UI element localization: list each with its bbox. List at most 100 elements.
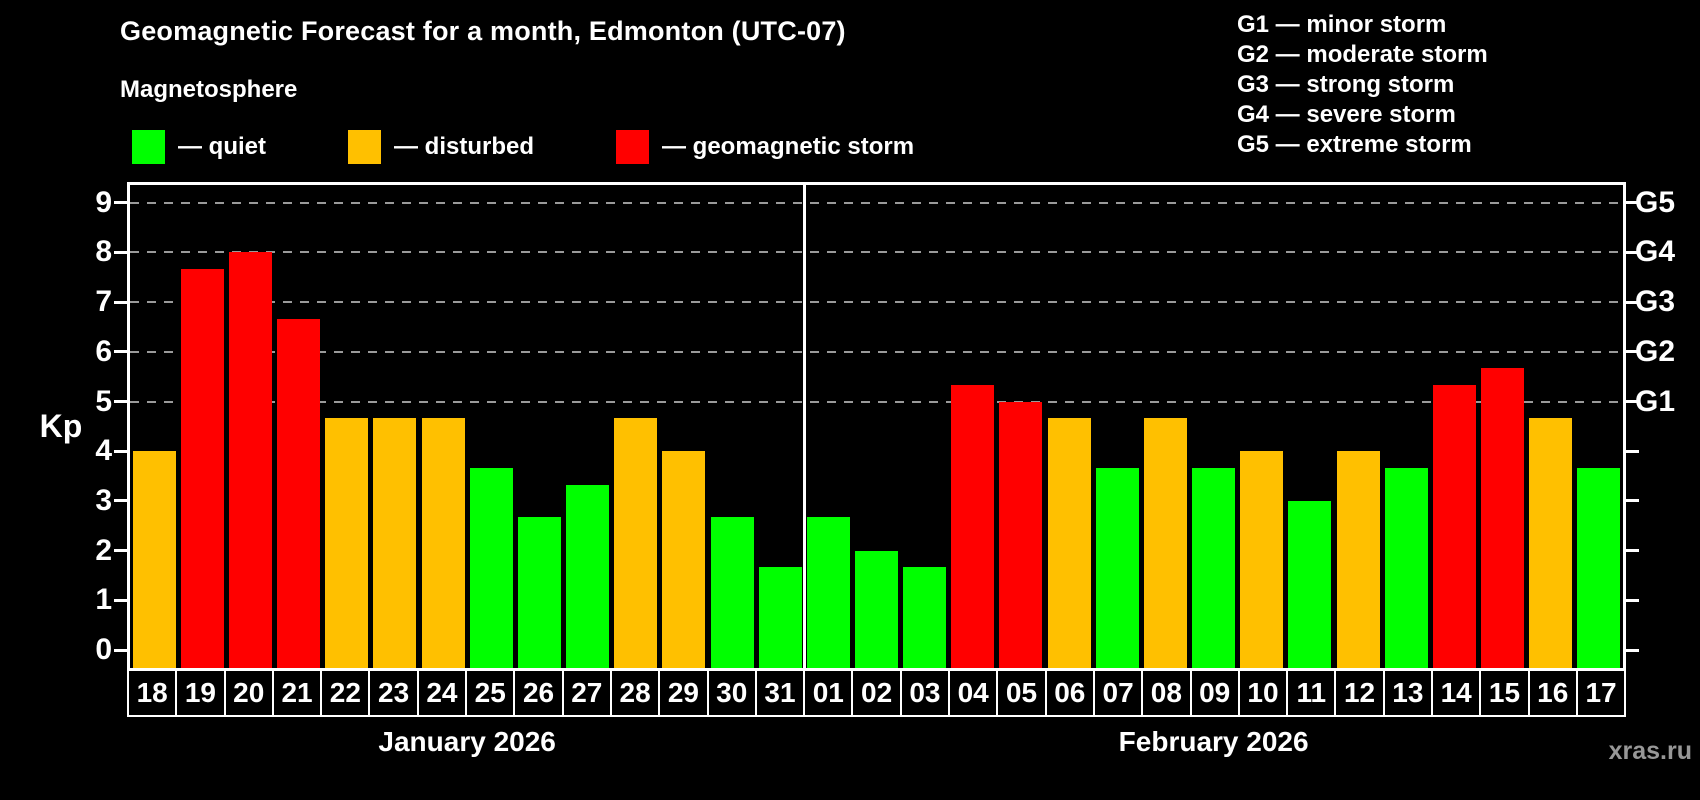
day-label-cell: 07 <box>1092 669 1144 717</box>
kp-bar-22 <box>325 417 369 668</box>
y-axis-tick <box>114 549 127 553</box>
day-label-cell: 01 <box>803 669 854 717</box>
day-label-cell: 16 <box>1527 669 1578 717</box>
day-label-cell: 26 <box>513 669 564 717</box>
y-axis-tick <box>114 350 127 354</box>
g-axis-tick <box>1626 201 1639 205</box>
kp-bar-05 <box>999 401 1043 668</box>
kp-bar-30 <box>710 517 754 668</box>
day-label-cell: 11 <box>1286 669 1337 717</box>
y-axis-label: 1 <box>95 583 112 617</box>
month-label: January 2026 <box>378 726 556 757</box>
kp-bar-29 <box>662 451 706 668</box>
gridline-kp5 <box>130 400 1623 403</box>
day-label-cell: 08 <box>1141 669 1192 717</box>
kp-bar-07 <box>1095 467 1139 668</box>
g-axis-tick <box>1626 648 1639 652</box>
y-axis-label: 8 <box>95 235 112 269</box>
g-axis-tick <box>1626 250 1639 254</box>
kp-bar-13 <box>1384 467 1428 668</box>
kp-bar-24 <box>421 417 465 668</box>
y-axis-label: 0 <box>95 633 112 666</box>
y-axis-label: 7 <box>95 285 112 319</box>
day-label-cell: 24 <box>416 669 468 717</box>
kp-bar-01 <box>806 517 850 668</box>
kp-bar-14 <box>1432 385 1476 668</box>
kp-bar-02 <box>855 550 898 668</box>
day-label-cell: 18 <box>127 669 178 717</box>
g-scale-legend: G1 — minor storm G2 — moderate storm G3 … <box>1237 10 1488 160</box>
day-label-cell: 03 <box>899 669 951 717</box>
month-separator <box>802 185 806 668</box>
y-axis-tick <box>114 598 127 602</box>
legend-label-disturbed: — disturbed <box>394 133 535 160</box>
kp-bar-21 <box>277 318 321 668</box>
gridline-kp7 <box>130 301 1623 304</box>
storm-color-swatch <box>616 130 649 164</box>
gridline-kp6 <box>130 350 1623 353</box>
kp-bar-18 <box>132 451 176 668</box>
g-axis-label-g3: G3 <box>1635 285 1676 319</box>
kp-bar-26 <box>517 517 561 668</box>
gridline-kp9 <box>130 201 1623 204</box>
day-label-cell: 17 <box>1575 669 1627 717</box>
kp-bar-12 <box>1336 451 1380 668</box>
y-axis-tick <box>114 449 127 453</box>
day-label-cell: 04 <box>948 669 999 717</box>
day-label-cell: 02 <box>851 669 902 717</box>
day-label-cell: 28 <box>609 669 661 717</box>
watermark: xras.ru <box>1608 737 1692 765</box>
day-label-cell: 05 <box>996 669 1047 717</box>
day-label-cell: 15 <box>1479 669 1530 717</box>
kp-bar-16 <box>1529 417 1573 668</box>
g5-legend-line: G5 — extreme storm <box>1237 131 1472 158</box>
kp-bar-17 <box>1577 467 1621 668</box>
month-label: February 2026 <box>1118 726 1309 757</box>
g-axis-tick <box>1626 449 1639 453</box>
kp-bar-25 <box>469 467 513 668</box>
day-label-cell: 21 <box>271 669 323 717</box>
day-label-cell: 25 <box>465 669 516 717</box>
g-axis-label-g1: G1 <box>1635 384 1676 418</box>
day-label-cell: 31 <box>754 669 806 717</box>
day-label-cell: 06 <box>1044 669 1095 717</box>
kp-bar-28 <box>614 417 658 668</box>
kp-bar-06 <box>1047 417 1091 668</box>
legend-label-storm: — geomagnetic storm <box>662 133 915 160</box>
g-axis-tick <box>1626 549 1639 553</box>
legend-item-quiet: — quiet <box>132 130 266 164</box>
y-axis-title: Kp <box>39 408 83 444</box>
day-label-cell: 10 <box>1237 669 1289 717</box>
magnetosphere-label: Magnetosphere <box>120 76 298 103</box>
kp-bar-11 <box>1288 500 1332 668</box>
kp-bar-23 <box>373 417 417 668</box>
g-axis-tick <box>1626 598 1639 602</box>
kp-bar-20 <box>228 252 272 668</box>
kp-bar-08 <box>1143 417 1187 668</box>
day-label-cell: 09 <box>1189 669 1240 717</box>
gridline-kp8 <box>130 251 1623 254</box>
day-label-cell: 27 <box>561 669 612 717</box>
g-axis-label-g2: G2 <box>1635 334 1676 368</box>
quiet-color-swatch <box>132 130 165 164</box>
legend-item-storm: — geomagnetic storm <box>616 130 914 164</box>
y-axis-tick <box>114 300 127 304</box>
day-label-cell: 30 <box>706 669 757 717</box>
g-axis-label-g4: G4 <box>1635 235 1676 269</box>
kp-bar-19 <box>180 268 224 668</box>
day-label-cell: 19 <box>175 669 226 717</box>
day-label-cell: 22 <box>320 669 371 717</box>
y-axis-tick <box>114 250 127 254</box>
g-axis-tick <box>1626 350 1639 354</box>
kp-bar-27 <box>566 484 610 668</box>
day-label-cell: 12 <box>1334 669 1385 717</box>
y-axis-label: 9 <box>95 185 112 219</box>
y-axis-tick <box>114 499 127 503</box>
g-axis-tick <box>1626 300 1639 304</box>
day-label-cell: 29 <box>658 669 709 717</box>
y-axis-tick <box>114 400 127 403</box>
g3-legend-line: G3 — strong storm <box>1237 71 1455 98</box>
kp-bar-10 <box>1240 451 1284 668</box>
day-label-cell: 20 <box>223 669 274 717</box>
